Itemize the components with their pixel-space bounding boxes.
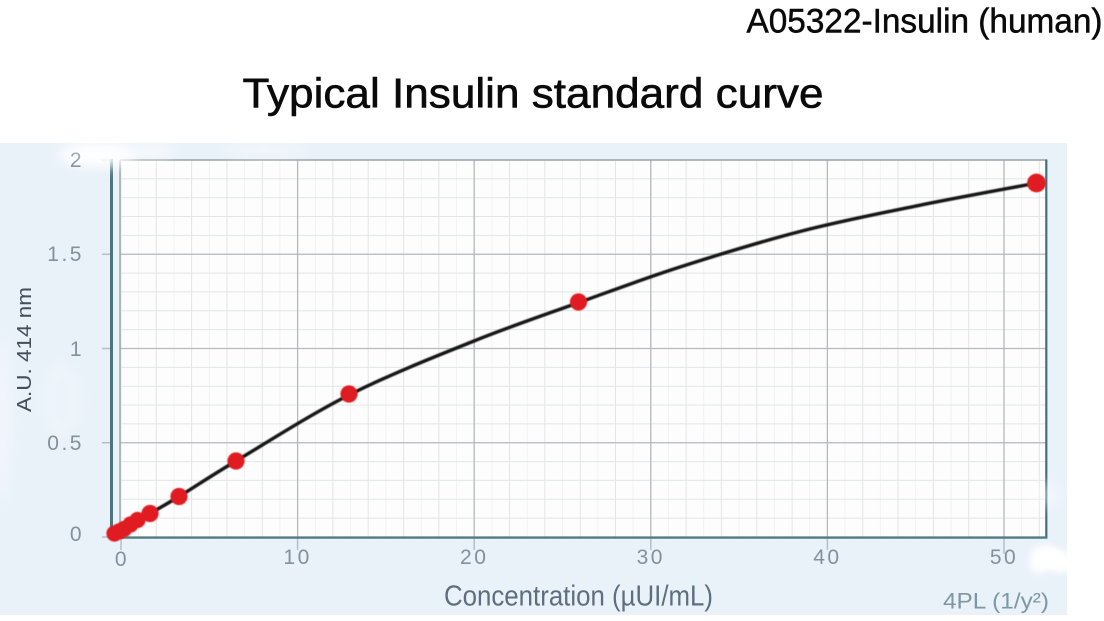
svg-text:0: 0 xyxy=(70,523,84,546)
svg-text:A.U. 414 nm: A.U. 414 nm xyxy=(13,287,36,412)
svg-text:A05322-Insulin (human): A05322-Insulin (human) xyxy=(747,3,1103,41)
svg-text:40: 40 xyxy=(813,546,841,569)
svg-text:Concentration (µUI/mL): Concentration (µUI/mL) xyxy=(444,581,713,613)
svg-text:1: 1 xyxy=(70,338,84,361)
svg-text:20: 20 xyxy=(460,546,488,569)
svg-text:0.5: 0.5 xyxy=(47,432,84,455)
svg-text:10: 10 xyxy=(283,546,311,569)
svg-text:4PL (1/y²): 4PL (1/y²) xyxy=(943,589,1049,614)
svg-text:1.5: 1.5 xyxy=(47,243,84,266)
svg-text:30: 30 xyxy=(637,546,665,569)
svg-text:2: 2 xyxy=(70,149,84,172)
svg-text:Typical Insulin standard curve: Typical Insulin standard curve xyxy=(243,70,824,117)
svg-text:0: 0 xyxy=(115,548,129,571)
svg-text:50: 50 xyxy=(990,546,1018,569)
